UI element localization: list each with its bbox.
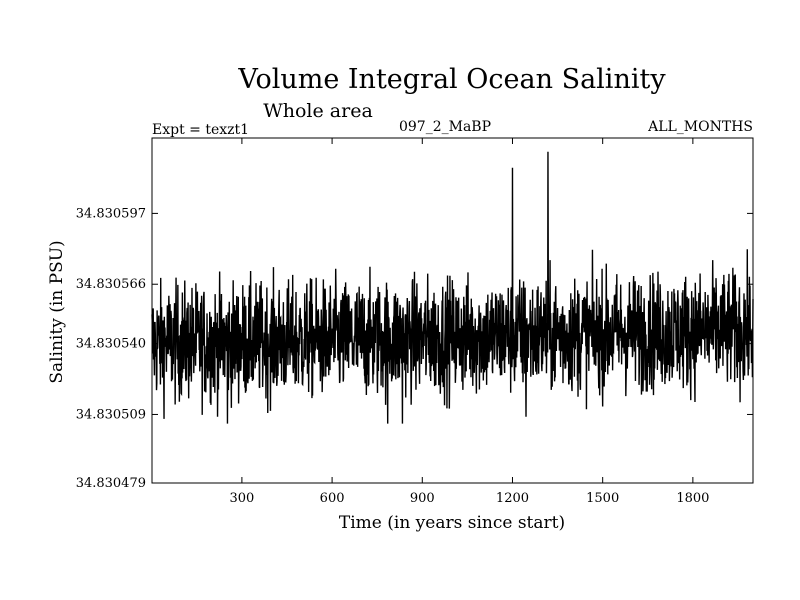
x-tick-label: 1500 (586, 491, 619, 506)
plot-frame (151, 137, 754, 484)
y-axis-label: Salinity (in PSU) (47, 240, 67, 383)
x-tick-label: 1200 (496, 491, 529, 506)
x-tick-label: 300 (229, 491, 254, 506)
y-axis: 34.830479 34.830509 34.830540 34.830566 34.8… (76, 206, 753, 491)
period-label: ALL_MONTHS (647, 119, 753, 135)
salinity-series (151, 151, 754, 424)
salinity-line (151, 151, 754, 424)
x-tick-label: 1800 (676, 491, 709, 506)
y-tick-label: 34.830479 (76, 476, 146, 491)
x-tick-label: 900 (410, 491, 435, 506)
experiment-label: Expt = texzt1 (152, 122, 249, 138)
chart-subtitle: Whole area (263, 100, 373, 122)
y-tick-label: 34.830597 (76, 206, 146, 221)
y-tick-label: 34.830540 (76, 337, 146, 352)
run-label: 097_2_MaBP (399, 119, 491, 135)
x-tick-label: 600 (320, 491, 345, 506)
y-tick-label: 34.830509 (76, 407, 146, 422)
chart-title: Volume Integral Ocean Salinity (237, 64, 666, 95)
x-axis-label: Time (in years since start) (339, 513, 565, 533)
x-axis: 300 600 900 1200 1500 1800 (229, 138, 709, 506)
y-tick-label: 34.830566 (76, 277, 146, 292)
